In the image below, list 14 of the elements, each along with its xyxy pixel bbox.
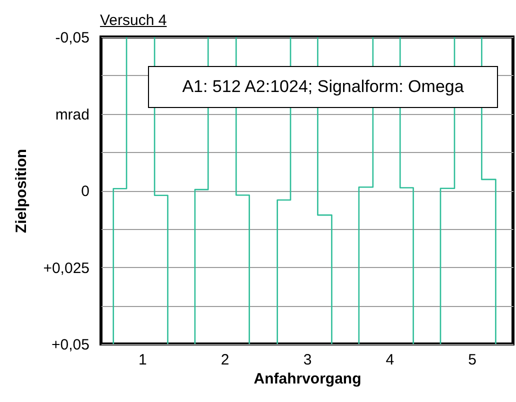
x-axis-title: Anfahrvorgang: [254, 370, 362, 388]
y-tick-label: +0,025: [43, 260, 90, 277]
y-tick-label: +0,05: [52, 336, 90, 354]
y-tick-label: mrad: [55, 106, 90, 124]
chart-title: Versuch 4: [100, 12, 167, 29]
x-tick-label: 2: [220, 352, 230, 368]
x-tick-label: 5: [468, 352, 476, 368]
y-axis-title: Zielposition: [13, 148, 30, 234]
y-tick-label: -0,05: [55, 30, 90, 46]
x-tick-label: 1: [138, 352, 147, 368]
x-tick-label: 4: [386, 352, 394, 368]
x-tick-label: 3: [303, 352, 312, 368]
callout-box: A1: 512 A2:1024; Signalform: Omega: [148, 66, 498, 108]
y-tick-label: 0: [81, 183, 90, 200]
